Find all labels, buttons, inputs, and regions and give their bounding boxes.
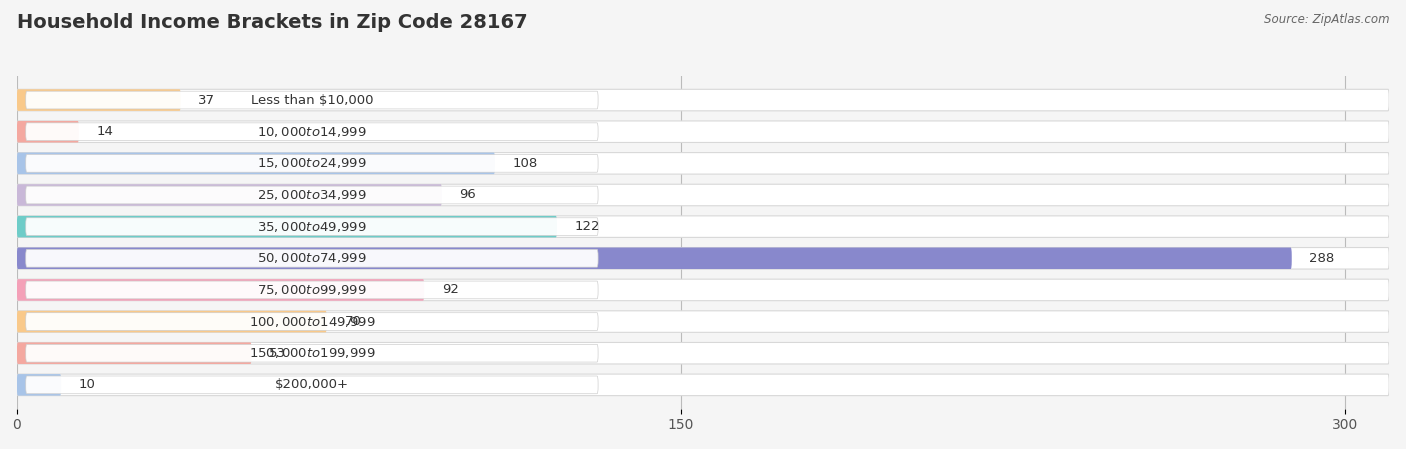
FancyBboxPatch shape [17,89,180,111]
FancyBboxPatch shape [17,184,1389,206]
Text: 122: 122 [575,220,600,233]
Text: $200,000+: $200,000+ [276,379,349,392]
FancyBboxPatch shape [17,89,1389,111]
Text: $50,000 to $74,999: $50,000 to $74,999 [257,251,367,265]
Text: $10,000 to $14,999: $10,000 to $14,999 [257,125,367,139]
FancyBboxPatch shape [25,250,598,267]
Text: 37: 37 [198,93,215,106]
FancyBboxPatch shape [25,123,598,141]
Text: Household Income Brackets in Zip Code 28167: Household Income Brackets in Zip Code 28… [17,13,527,32]
FancyBboxPatch shape [17,247,1292,269]
Text: 96: 96 [460,189,477,202]
Text: 288: 288 [1309,252,1334,265]
FancyBboxPatch shape [17,216,1389,238]
Text: $15,000 to $24,999: $15,000 to $24,999 [257,156,367,170]
Text: 108: 108 [513,157,538,170]
FancyBboxPatch shape [17,343,1389,364]
Text: 14: 14 [97,125,114,138]
Text: $25,000 to $34,999: $25,000 to $34,999 [257,188,367,202]
Text: Source: ZipAtlas.com: Source: ZipAtlas.com [1264,13,1389,26]
FancyBboxPatch shape [25,313,598,330]
Text: $75,000 to $99,999: $75,000 to $99,999 [257,283,367,297]
Text: 92: 92 [441,283,458,296]
FancyBboxPatch shape [17,279,1389,301]
Text: $35,000 to $49,999: $35,000 to $49,999 [257,220,367,233]
FancyBboxPatch shape [25,376,598,394]
Text: $150,000 to $199,999: $150,000 to $199,999 [249,346,375,360]
FancyBboxPatch shape [17,153,1389,174]
FancyBboxPatch shape [17,184,441,206]
FancyBboxPatch shape [25,154,598,172]
FancyBboxPatch shape [17,311,326,332]
FancyBboxPatch shape [17,247,1389,269]
FancyBboxPatch shape [17,216,557,238]
FancyBboxPatch shape [25,186,598,204]
FancyBboxPatch shape [17,374,60,396]
Text: Less than $10,000: Less than $10,000 [250,93,373,106]
FancyBboxPatch shape [17,343,252,364]
Text: 70: 70 [344,315,361,328]
Text: 53: 53 [269,347,287,360]
Text: $100,000 to $149,999: $100,000 to $149,999 [249,315,375,329]
FancyBboxPatch shape [17,121,1389,142]
FancyBboxPatch shape [25,344,598,362]
Text: 10: 10 [79,379,96,392]
FancyBboxPatch shape [25,281,598,299]
FancyBboxPatch shape [17,153,495,174]
FancyBboxPatch shape [17,279,425,301]
FancyBboxPatch shape [17,311,1389,332]
FancyBboxPatch shape [25,91,598,109]
FancyBboxPatch shape [25,218,598,235]
FancyBboxPatch shape [17,121,79,142]
FancyBboxPatch shape [17,374,1389,396]
